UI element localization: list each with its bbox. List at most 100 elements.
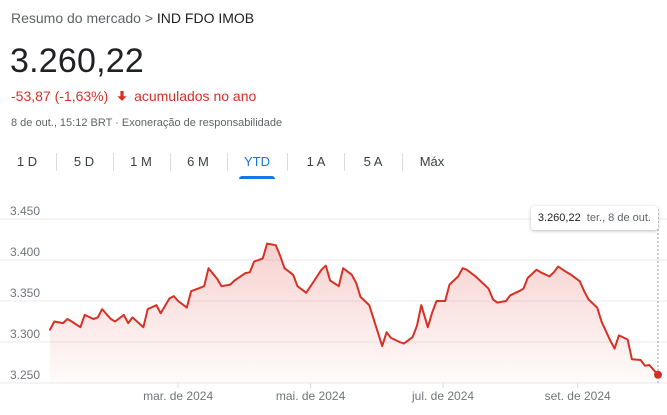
tab-divider <box>113 153 114 171</box>
y-tick-label: 3.300 <box>10 327 40 341</box>
tab-max[interactable]: Máx <box>419 154 445 169</box>
tab-6m[interactable]: 6 M <box>187 154 209 169</box>
tab-divider <box>227 153 228 171</box>
price-change: -53,87 (-1,63%) acumulados no ano <box>11 88 256 104</box>
data-point <box>279 255 281 257</box>
tab-ytd[interactable]: YTD <box>239 148 275 179</box>
data-point <box>66 318 68 320</box>
data-point <box>262 257 264 259</box>
data-point <box>368 304 370 306</box>
data-point <box>527 277 529 279</box>
data-point <box>123 314 125 316</box>
tooltip-value: 3.260,22 <box>537 212 581 224</box>
data-point <box>475 275 477 277</box>
data-point <box>399 341 401 343</box>
data-point <box>522 288 525 290</box>
data-point <box>220 285 223 287</box>
tab-1m[interactable]: 1 M <box>130 154 152 169</box>
data-point <box>553 271 555 273</box>
data-point <box>644 365 646 367</box>
data-point <box>492 298 494 300</box>
data-point <box>199 287 201 289</box>
data-point <box>648 364 650 366</box>
data-point <box>97 316 99 318</box>
data-point <box>570 274 572 276</box>
data-point <box>168 297 170 300</box>
data-point <box>566 271 568 273</box>
y-tick-label: 3.450 <box>10 204 40 218</box>
data-point <box>131 316 134 318</box>
data-point <box>312 282 314 284</box>
data-point <box>296 285 299 287</box>
data-point <box>355 282 357 284</box>
data-point <box>234 279 236 282</box>
data-point <box>386 331 388 333</box>
quote-timestamp-disclaimer[interactable]: 8 de out., 15:12 BRT · Exoneração de res… <box>11 117 283 129</box>
data-point <box>587 298 590 300</box>
data-point <box>596 307 598 309</box>
data-point <box>412 336 414 338</box>
data-point <box>216 278 218 280</box>
data-point <box>266 243 268 245</box>
data-point <box>342 267 344 269</box>
data-point <box>292 274 294 276</box>
data-point <box>618 334 620 336</box>
breadcrumb-separator: > <box>144 10 154 26</box>
data-point <box>548 275 551 277</box>
tab-divider <box>287 153 288 171</box>
data-point <box>583 290 585 292</box>
y-tick-label: 3.400 <box>10 245 40 259</box>
data-point <box>518 290 520 292</box>
tab-5y[interactable]: 5 A <box>363 154 383 169</box>
data-point <box>275 244 277 246</box>
data-point <box>177 300 179 302</box>
data-point <box>457 275 459 277</box>
data-point <box>431 311 433 314</box>
data-point <box>479 279 481 282</box>
breadcrumb-market-summary-link[interactable]: Resumo do mercado <box>11 10 141 26</box>
data-point <box>627 338 629 341</box>
data-point <box>338 285 340 287</box>
breadcrumb-current: IND FDO IMOB <box>156 10 255 26</box>
data-point <box>110 318 112 320</box>
y-tick-label: 3.350 <box>10 286 40 300</box>
data-point <box>631 358 633 360</box>
x-tick-label: mai. de 2024 <box>276 389 346 403</box>
data-point <box>496 302 498 304</box>
data-point <box>509 294 511 296</box>
data-point <box>416 325 418 327</box>
breadcrumb: Resumo do mercado > IND FDO IMOB <box>11 10 254 26</box>
data-point <box>127 322 129 324</box>
current-price: 3.260,22 <box>10 42 144 80</box>
data-point <box>329 279 331 282</box>
data-point <box>283 267 286 269</box>
data-point <box>160 312 162 314</box>
tab-5d[interactable]: 5 D <box>73 154 95 169</box>
data-point <box>505 300 507 302</box>
price-change-period: acumulados no ano <box>134 88 257 104</box>
data-point <box>305 292 307 294</box>
tab-1y[interactable]: 1 A <box>306 154 326 169</box>
x-tick-label: jul. de 2024 <box>411 389 474 403</box>
data-point <box>614 348 616 350</box>
data-point <box>249 271 251 273</box>
price-chart[interactable]: 3.450 3.400 3.350 3.300 3.250 mar. de 2024 ma… <box>0 195 667 415</box>
tab-1d[interactable]: 1 D <box>16 154 38 169</box>
tab-divider <box>344 153 345 171</box>
data-point <box>62 322 64 324</box>
data-point <box>462 267 464 269</box>
data-point <box>359 296 362 298</box>
price-tooltip: 3.260,22 ter., 8 de out. <box>530 206 658 230</box>
data-point <box>253 261 255 263</box>
data-point <box>53 320 55 323</box>
data-point <box>203 285 205 287</box>
data-point <box>381 345 383 347</box>
tab-divider <box>170 153 171 171</box>
data-point <box>427 326 429 328</box>
x-tick-label: set. de 2024 <box>545 389 611 403</box>
data-point <box>320 269 322 271</box>
data-point <box>71 320 73 323</box>
data-point <box>155 304 157 306</box>
data-point <box>244 272 246 274</box>
data-point <box>173 295 175 297</box>
